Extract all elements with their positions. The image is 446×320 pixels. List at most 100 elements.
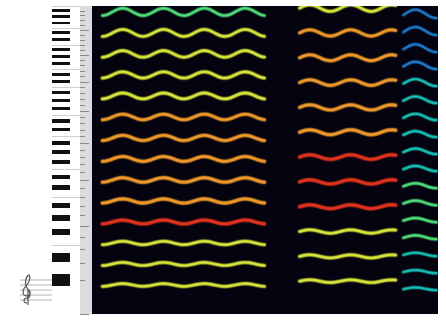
harmonic-line [297,53,398,63]
ruler-tick [80,15,85,17]
piano-black-key[interactable] [52,174,70,180]
piano-black-key[interactable] [52,127,70,132]
piano-black-key[interactable] [52,140,70,145]
piano-black-key[interactable] [52,31,70,35]
ruler-tick [80,39,85,41]
piano-white-key-divider [52,196,80,198]
piano-black-key[interactable] [52,79,70,83]
piano-black-key[interactable] [52,185,70,191]
piano-white-key-divider [52,6,80,7]
harmonic-line [297,177,398,186]
harmonic-line [100,6,266,18]
piano-white-key-divider [52,68,80,70]
harmonic-line [100,175,267,185]
ruler-tick [80,225,89,227]
ruler-tick [80,179,89,181]
piano-black-key[interactable] [52,9,70,12]
frequency-ruler [80,6,92,315]
harmonic-line [401,285,438,292]
harmonic-line [297,202,398,211]
harmonic-line [297,102,398,112]
ruler-tick [80,29,89,31]
harmonic-line [100,154,267,164]
harmonic-line [100,260,267,268]
harmonic-line [297,6,398,14]
ruler-tick [80,87,85,89]
ruler-tick [80,123,85,125]
ruler-tick [80,60,85,62]
harmonic-line [401,129,438,139]
piano-black-key[interactable] [52,91,70,95]
piano-black-key[interactable] [52,202,70,208]
piano-white-key-divider [52,87,80,89]
ruler-tick [80,143,89,144]
harmonic-line [401,268,438,275]
piano-black-key[interactable] [52,61,70,65]
harmonic-line [402,42,438,54]
piano-white-key-divider [52,28,80,30]
harmonic-line [401,199,438,207]
piano-black-key[interactable] [52,229,70,236]
harmonic-line [401,77,438,88]
harmonic-line [401,251,438,258]
harmonic-line [401,233,438,241]
ruler-tick [80,104,85,106]
piano-black-key[interactable] [52,54,70,58]
harmonic-line [401,164,438,173]
piano-black-key[interactable] [52,15,70,18]
harmonic-line [297,253,398,260]
ruler-tick [80,248,85,250]
ruler-tick [80,65,85,67]
harmonic-line [401,216,438,224]
piano-black-key[interactable] [52,21,70,25]
harmonic-line [401,181,438,190]
harmonic-line [100,70,267,80]
piano-black-key[interactable] [52,119,70,123]
piano-black-key[interactable] [52,215,70,222]
harmonic-line [100,91,267,101]
piano-black-key[interactable] [52,47,70,51]
ruler-tick [80,98,85,100]
harmonic-line [100,27,267,39]
piano-black-key[interactable] [52,72,70,76]
harmonic-line [100,112,267,122]
spectrogram-view[interactable] [92,6,438,314]
harmonic-line [100,239,267,247]
ruler-tick [80,215,85,217]
ruler-tick [80,116,85,118]
harmonic-line [297,27,398,38]
piano-black-key[interactable] [52,37,70,41]
piano-keyboard[interactable] [52,6,80,314]
harmonic-line [401,94,438,105]
harmonic-line [297,152,398,162]
harmonic-line [402,8,438,20]
harmonic-line [100,133,267,143]
ruler-tick [80,136,85,138]
piano-black-key[interactable] [52,159,70,164]
ruler-tick [80,93,85,95]
harmonic-line [402,60,438,71]
ruler-tick [80,188,85,190]
harmonic-line [100,281,267,289]
ruler-tick [80,110,89,112]
ruler-tick [80,262,85,264]
harmonic-line [100,218,267,226]
ruler-tick [80,314,89,315]
piano-black-key[interactable] [52,253,70,262]
ruler-tick [80,20,85,22]
ruler-tick [80,76,85,78]
spectrogram-canvas [92,6,438,314]
piano-white-key-divider [52,244,80,246]
piano-black-key[interactable] [52,98,70,103]
harmonic-line [401,147,438,156]
ruler-tick [80,49,85,51]
ruler-tick [80,205,85,207]
ruler-tick [80,196,85,198]
piano-white-key-divider [52,114,80,116]
ruler-tick [80,24,85,26]
piano-black-key[interactable] [52,273,70,286]
piano-black-key[interactable] [52,106,70,111]
piano-black-key[interactable] [52,149,70,154]
page-title [0,0,1,1]
